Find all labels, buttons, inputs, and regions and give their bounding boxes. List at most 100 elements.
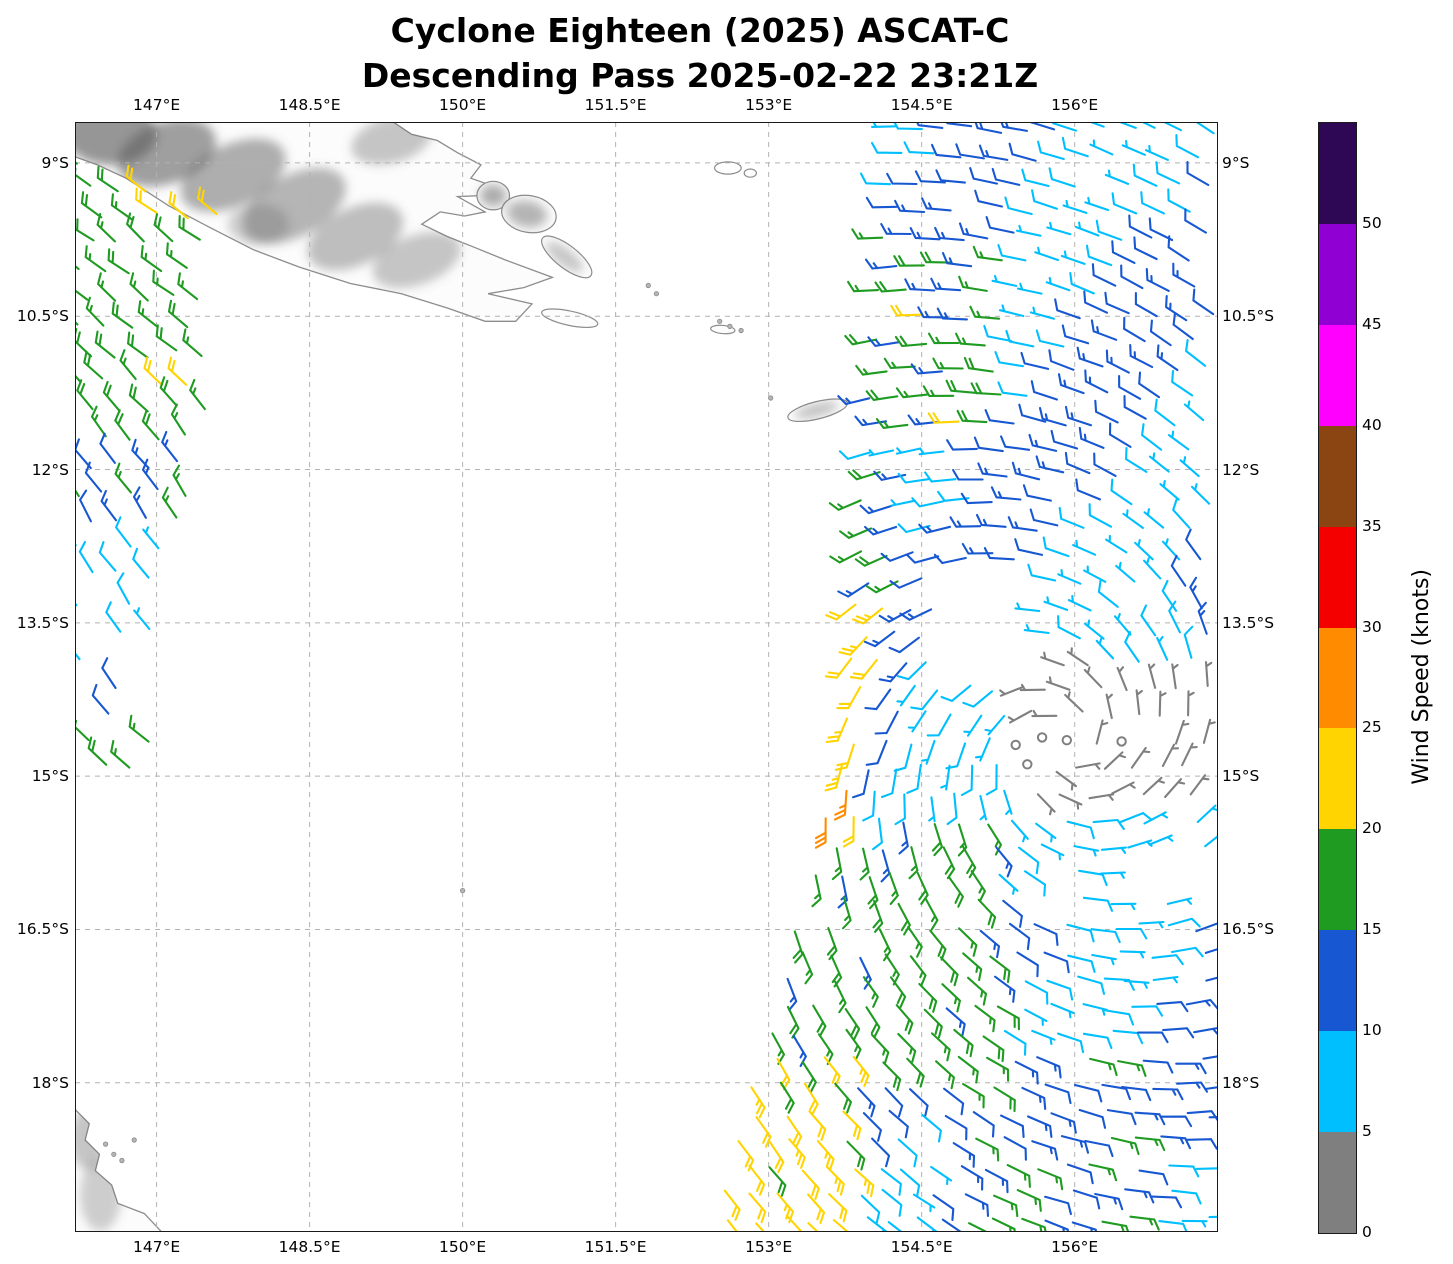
colorbar-segment xyxy=(1319,829,1356,931)
wind-barb xyxy=(137,300,159,328)
wind-barb xyxy=(930,1032,951,1062)
wind-barb xyxy=(998,304,1025,318)
wind-barb xyxy=(1194,122,1215,135)
wind-barb xyxy=(921,1114,942,1143)
wind-barb xyxy=(1145,267,1170,292)
wind-barb xyxy=(1190,483,1211,505)
wind-barb xyxy=(1135,689,1143,716)
wind-barb xyxy=(875,418,909,429)
terrain-shading xyxy=(75,122,839,1231)
wind-barb xyxy=(808,1110,827,1141)
wind-barb xyxy=(723,1189,741,1221)
wind-barb xyxy=(127,331,149,359)
wind-barb xyxy=(868,449,895,457)
wind-barb xyxy=(1037,1168,1064,1191)
wind-barb xyxy=(170,403,186,436)
calm-circle xyxy=(1061,735,1072,746)
wind-barb xyxy=(197,186,218,215)
wind-barb xyxy=(946,439,978,451)
wind-barb xyxy=(945,122,973,128)
wind-barb xyxy=(864,688,892,711)
wind-barb xyxy=(828,499,862,511)
wind-barb xyxy=(837,395,871,406)
wind-barb xyxy=(1171,369,1194,397)
wind-barb xyxy=(1011,461,1041,481)
wind-barb xyxy=(178,214,201,241)
wind-barb xyxy=(1170,554,1187,587)
calm-circle xyxy=(1116,736,1127,747)
wind-barb xyxy=(1031,189,1058,210)
wind-barb xyxy=(1099,871,1126,879)
wind-barb xyxy=(880,1168,902,1196)
wind-barb xyxy=(968,1222,989,1232)
wind-barb xyxy=(878,928,892,962)
wind-barb xyxy=(1134,1136,1166,1152)
wind-barb xyxy=(880,849,891,883)
wind-barb xyxy=(87,736,108,766)
wind-barb xyxy=(1093,452,1117,477)
wind-barb xyxy=(1057,615,1081,640)
wind-barb xyxy=(1019,683,1046,692)
wind-barb xyxy=(930,1165,953,1186)
wind-barb xyxy=(897,1032,917,1063)
colorbar-segment xyxy=(1319,930,1356,1032)
wind-barb xyxy=(834,980,847,1014)
wind-barb xyxy=(1204,947,1218,954)
lat-tick-label: 12°S xyxy=(31,460,69,479)
wind-barb xyxy=(84,461,103,493)
wind-barb xyxy=(1014,538,1044,556)
wind-barb xyxy=(1003,1136,1027,1161)
wind-barb xyxy=(107,248,130,275)
wind-barb xyxy=(1035,455,1065,474)
wind-barb xyxy=(152,269,175,296)
lat-tick-label: 18°S xyxy=(31,1073,69,1092)
wind-barb xyxy=(1101,1220,1130,1232)
wind-barb xyxy=(811,874,822,908)
wind-barb xyxy=(974,737,991,762)
wind-barb xyxy=(1088,1163,1118,1182)
wind-barb xyxy=(1084,196,1110,212)
wind-barb xyxy=(867,876,879,910)
wind-barb xyxy=(837,582,870,598)
wind-barb xyxy=(930,277,962,292)
wind-barb xyxy=(1082,1032,1113,1050)
wind-barb xyxy=(1151,954,1184,966)
wind-barb xyxy=(897,472,931,484)
wind-barb xyxy=(870,122,897,128)
wind-barb xyxy=(1050,1002,1075,1019)
wind-barb xyxy=(1031,709,1058,718)
colorbar-axis-label-wrap: Wind Speed (knots) xyxy=(1398,122,1444,1232)
wind-barb xyxy=(1205,976,1218,982)
wind-barb xyxy=(1021,1086,1047,1110)
wind-barb xyxy=(1000,122,1028,132)
wind-barb xyxy=(857,1087,876,1118)
wind-barb xyxy=(153,213,174,243)
wind-barb xyxy=(1034,246,1060,262)
wind-barb xyxy=(896,684,916,707)
wind-barb xyxy=(75,264,80,271)
wind-barb xyxy=(110,739,131,769)
colorbar-tick-label: 5 xyxy=(1362,1122,1372,1141)
wind-barb xyxy=(1095,637,1115,660)
wind-barb xyxy=(1116,666,1128,692)
wind-barb xyxy=(189,378,206,411)
wind-barb xyxy=(1066,923,1095,943)
wind-barb xyxy=(1084,369,1109,394)
wind-barb xyxy=(812,1004,827,1037)
wind-barb xyxy=(78,540,94,574)
wind-barb xyxy=(1103,751,1127,770)
wind-barb xyxy=(1038,406,1067,427)
wind-barb xyxy=(76,379,94,411)
wind-barb xyxy=(1094,1192,1124,1211)
lon-tick-label: 151.5°E xyxy=(584,96,647,114)
wind-barb xyxy=(1104,169,1130,185)
wind-barb xyxy=(888,1109,909,1139)
wind-barb xyxy=(1014,1060,1039,1085)
wind-barb xyxy=(831,847,843,881)
wind-barb xyxy=(825,1165,845,1196)
wind-barb xyxy=(1186,160,1210,187)
wind-barb xyxy=(941,1218,963,1232)
wind-barb xyxy=(960,1165,984,1191)
wind-barb xyxy=(916,871,929,905)
wind-barb xyxy=(833,789,848,821)
